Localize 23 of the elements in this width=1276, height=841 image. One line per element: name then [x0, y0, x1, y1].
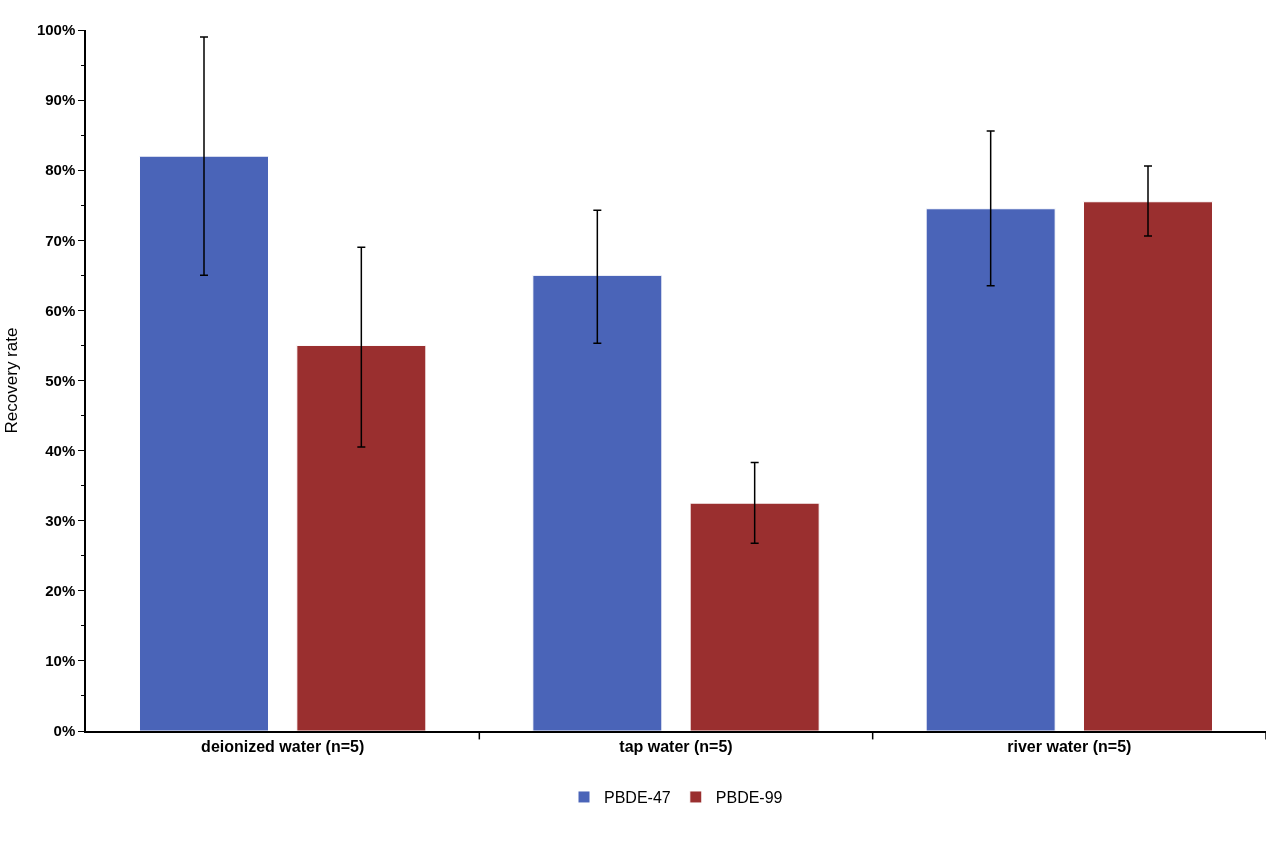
y-tick-label: 70% [45, 231, 76, 249]
y-tick-label: 60% [45, 301, 76, 319]
bar [296, 344, 427, 731]
y-tick-label: 50% [45, 371, 76, 389]
y-tick-label: 20% [45, 582, 76, 600]
y-tick-label: 90% [45, 91, 76, 109]
legend-label: PBDE-99 [715, 789, 783, 807]
legend-label: PBDE-47 [604, 789, 671, 807]
y-tick-label: 80% [45, 161, 76, 179]
y-tick-label: 0% [53, 722, 76, 740]
bar [138, 155, 270, 731]
y-tick-label: 100% [36, 21, 76, 39]
y-tick-label: 40% [45, 441, 76, 459]
bar [1082, 201, 1214, 731]
x-tick-label: tap water (n=5) [619, 737, 733, 755]
bar [689, 502, 820, 731]
x-tick-label: deionized water (n=5) [201, 737, 365, 755]
y-tick-label: 30% [45, 511, 76, 529]
y-tick-label: 10% [45, 652, 76, 670]
bar [532, 274, 663, 731]
x-tick-label: river water (n=5) [1007, 737, 1132, 755]
y-axis-title: Recovery rate [1, 327, 21, 434]
bar [925, 208, 1056, 731]
